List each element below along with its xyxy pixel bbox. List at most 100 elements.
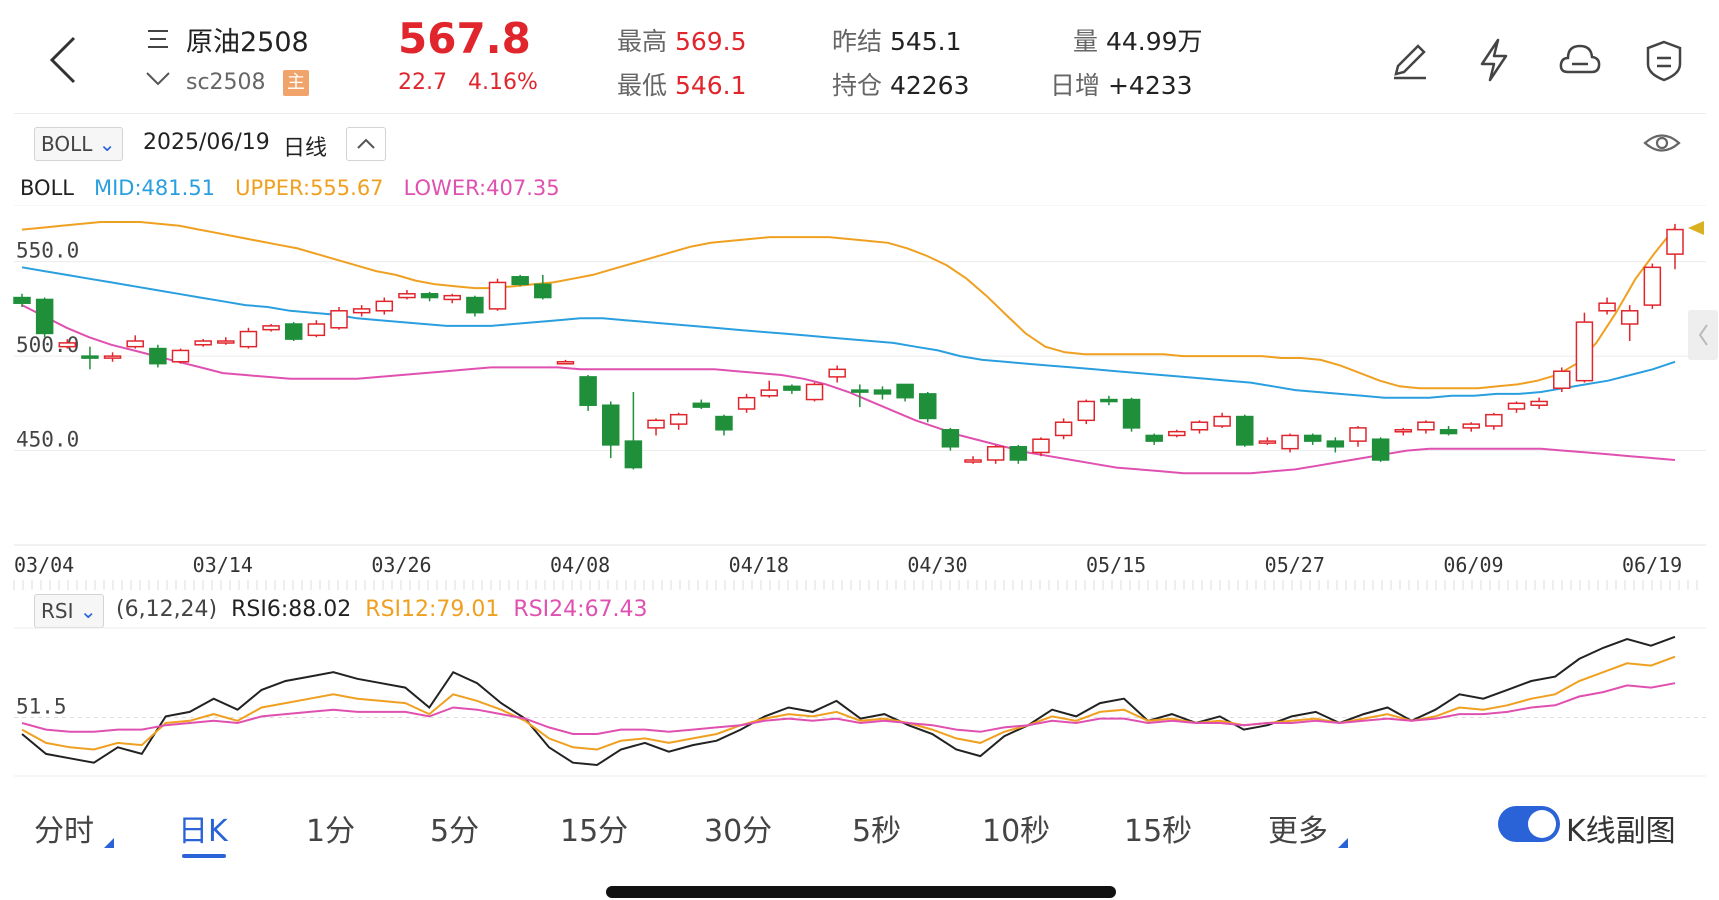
boll-mid-value: MID:481.51	[94, 176, 216, 200]
candle-body	[239, 330, 258, 348]
candle-body	[896, 383, 914, 399]
candle-body	[851, 389, 869, 393]
alert-cloud-icon[interactable]	[1556, 36, 1604, 84]
x-tick-label: 05/15	[1086, 553, 1146, 577]
candle-body	[1575, 321, 1594, 382]
prev-settle-value: 545.1	[889, 27, 962, 56]
candle	[1190, 420, 1209, 434]
candle	[1598, 297, 1616, 315]
tab-3[interactable]: 5分	[430, 814, 480, 849]
lightning-icon[interactable]	[1470, 36, 1518, 84]
candle-body	[1258, 440, 1277, 444]
candle-body	[828, 368, 846, 378]
tab-2[interactable]: 1分	[306, 814, 356, 849]
candle	[352, 305, 371, 317]
candle	[443, 293, 461, 304]
candle	[1281, 433, 1299, 453]
candle-body	[1417, 421, 1435, 431]
volume-value: 44.99万	[1105, 27, 1203, 56]
home-indicator	[606, 886, 1116, 898]
candle-body	[126, 340, 144, 348]
daily-add-label: 日增	[1050, 71, 1101, 100]
candle-body	[443, 294, 461, 301]
candle	[601, 401, 620, 459]
tab-7[interactable]: 10秒	[982, 814, 1051, 849]
candle	[466, 295, 484, 317]
candle-body	[556, 361, 575, 365]
x-tick-label: 04/18	[729, 553, 789, 577]
k-line-subchart-toggle[interactable]	[1498, 806, 1560, 842]
candle	[1326, 437, 1345, 453]
candle	[941, 427, 960, 451]
candle	[35, 297, 54, 338]
low-value: 546.1	[674, 71, 747, 100]
candle	[1371, 437, 1390, 462]
candle-body	[579, 376, 597, 406]
low-label: 最低	[617, 71, 668, 100]
candle-body	[1054, 421, 1073, 437]
candle	[1462, 422, 1480, 432]
rsi-chart[interactable]: 51.5	[0, 624, 1719, 780]
candle-body	[352, 308, 371, 314]
candle-body	[420, 293, 439, 299]
back-chevron-icon[interactable]	[44, 30, 84, 90]
tab-0[interactable]: 分时	[34, 814, 94, 849]
candle	[805, 382, 824, 402]
candle	[171, 348, 190, 364]
tab-4[interactable]: 15分	[560, 814, 629, 849]
upper-line	[21, 221, 1676, 390]
boll-label: BOLL	[20, 176, 74, 200]
candle	[783, 384, 801, 394]
candle	[760, 380, 778, 398]
tab-9[interactable]: 更多	[1268, 814, 1328, 849]
side-chevron-icon	[1698, 324, 1708, 346]
candle	[1145, 433, 1163, 445]
open-interest-value: 42263	[889, 71, 970, 100]
indicator-selector[interactable]: BOLL ⌄	[34, 127, 123, 161]
x-tick-label: 04/30	[907, 553, 967, 577]
candle	[420, 291, 439, 302]
rsi-selector[interactable]: RSI ⌄	[34, 594, 104, 628]
y-tick-label: 450.0	[16, 428, 79, 452]
tab-5[interactable]: 30分	[704, 814, 773, 849]
chart-date: 2025/06/19	[143, 130, 270, 155]
price-change-pct: 4.16%	[468, 70, 538, 95]
candle	[398, 290, 416, 300]
candle-body	[1394, 429, 1413, 433]
hamburger-icon[interactable]	[146, 27, 170, 51]
chevron-down-icon[interactable]	[145, 70, 171, 88]
boll-upper-value: UPPER:555.67	[235, 176, 384, 200]
shield-menu-icon[interactable]	[1640, 36, 1688, 84]
active-tab-underline	[182, 854, 226, 858]
candle-body	[103, 355, 122, 359]
candle-body	[375, 300, 394, 312]
candle-body	[534, 283, 552, 299]
candle	[1530, 397, 1548, 409]
candle	[307, 320, 326, 338]
candle	[149, 344, 167, 368]
tab-8[interactable]: 15秒	[1124, 814, 1193, 849]
eye-icon[interactable]	[1642, 128, 1682, 158]
candle	[873, 386, 892, 400]
candle	[919, 392, 937, 423]
candle	[851, 384, 869, 408]
tab-6[interactable]: 5秒	[852, 814, 902, 849]
y-tick-label: 550.0	[16, 239, 79, 263]
candle	[330, 307, 348, 330]
boll-legend: BOLL MID:481.51 UPPER:555.67 LOWER:407.3…	[20, 176, 560, 200]
candle-body	[1620, 310, 1639, 325]
candle	[647, 418, 665, 436]
candle-body	[217, 340, 235, 344]
candle	[1236, 414, 1254, 447]
edit-icon[interactable]	[1386, 36, 1434, 84]
candle	[262, 324, 280, 332]
instrument-name[interactable]: 原油2508	[186, 27, 309, 58]
candle-body	[1009, 446, 1028, 461]
candle-body	[58, 342, 77, 348]
candle	[126, 335, 144, 349]
open-interest-label: 持仓	[832, 71, 883, 100]
tab-1[interactable]: 日K	[178, 814, 228, 849]
collapse-button[interactable]	[346, 127, 386, 161]
candle-body	[1507, 402, 1526, 410]
